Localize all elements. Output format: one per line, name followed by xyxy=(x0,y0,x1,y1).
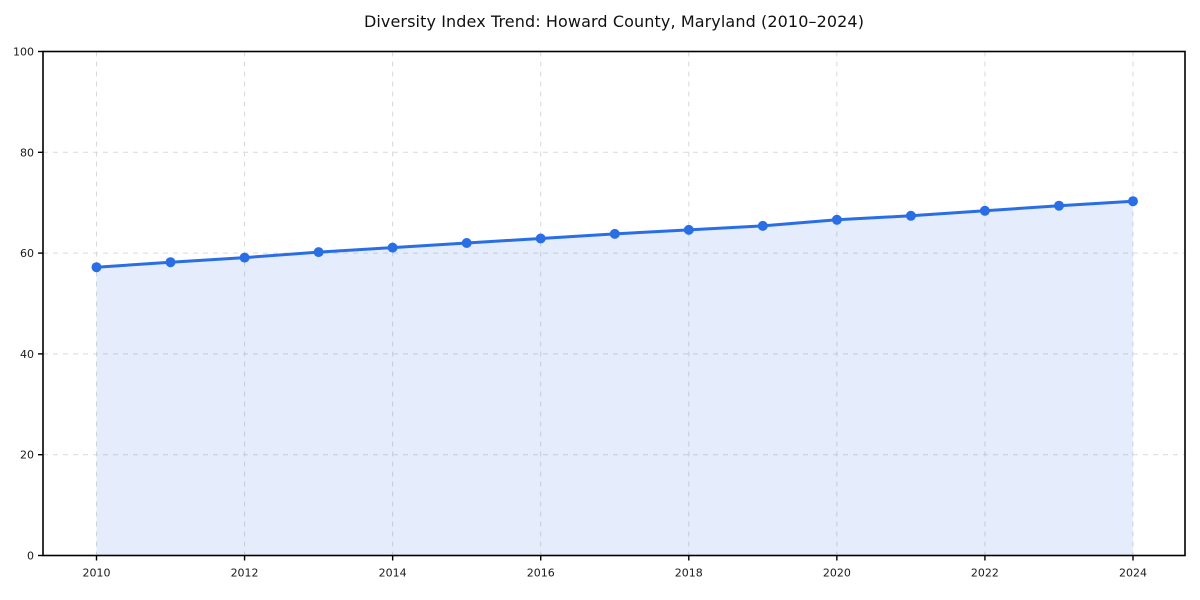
y-tick-label: 40 xyxy=(20,348,34,361)
x-tick-label: 2010 xyxy=(83,567,111,580)
data-point-2011 xyxy=(165,257,176,268)
x-tick-label: 2014 xyxy=(379,567,407,580)
y-tick-label: 0 xyxy=(27,550,34,563)
data-point-2012 xyxy=(239,252,250,263)
data-point-2018 xyxy=(683,224,694,235)
data-point-2023 xyxy=(1054,200,1064,211)
y-tick-label: 20 xyxy=(20,449,34,462)
data-point-2013 xyxy=(313,247,324,258)
chart-title: Diversity Index Trend: Howard County, Ma… xyxy=(363,12,865,31)
data-point-2021 xyxy=(905,210,916,221)
y-tick-label: 80 xyxy=(20,146,34,159)
data-point-2020 xyxy=(831,214,842,225)
data-point-2015 xyxy=(461,238,472,248)
data-point-2014 xyxy=(387,242,398,253)
x-tick-label: 2022 xyxy=(971,567,999,580)
x-tick-label: 2024 xyxy=(1119,567,1147,580)
x-tick-label: 2012 xyxy=(231,567,259,580)
data-point-2010 xyxy=(91,262,102,273)
x-tick-label: 2016 xyxy=(527,567,555,580)
data-point-2016 xyxy=(535,233,546,244)
data-point-2022 xyxy=(979,205,990,216)
y-tick-label: 100 xyxy=(13,46,34,59)
plot-border xyxy=(42,50,1186,557)
x-tick-label: 2020 xyxy=(823,567,851,580)
x-tick-label: 2018 xyxy=(675,567,703,580)
y-tick-label: 60 xyxy=(20,247,34,260)
area-fill xyxy=(96,201,1133,556)
data-point-2017 xyxy=(609,228,620,239)
data-point-2019 xyxy=(757,220,768,231)
data-point-2024 xyxy=(1128,196,1138,207)
